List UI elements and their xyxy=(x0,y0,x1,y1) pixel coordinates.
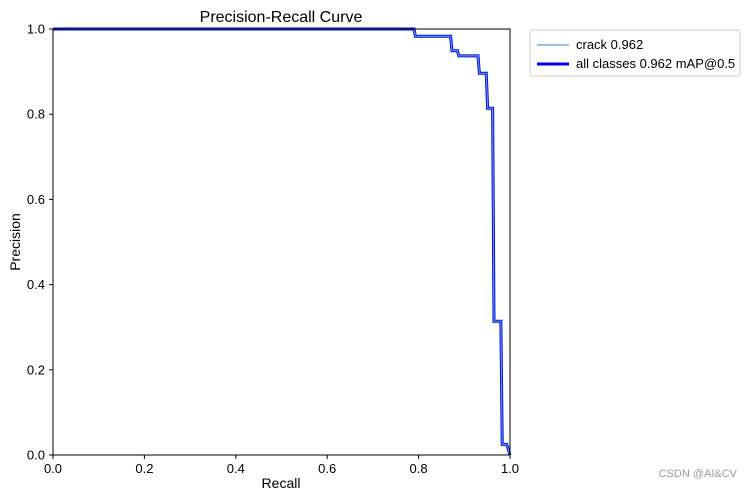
y-tick-label: 0.8 xyxy=(27,107,45,122)
legend-label-crack: crack 0.962 xyxy=(576,37,643,52)
series-line-crack xyxy=(53,28,511,456)
y-tick-label: 0.4 xyxy=(27,277,45,292)
legend: crack 0.962 all classes 0.962 mAP@0.5 xyxy=(529,29,741,77)
y-tick-label: 0.0 xyxy=(27,448,45,463)
x-tick-label: 0.8 xyxy=(410,461,428,476)
legend-label-all-classes: all classes 0.962 mAP@0.5 xyxy=(576,56,735,71)
x-tick-label: 0.0 xyxy=(44,461,62,476)
watermark: CSDN @AI&CV xyxy=(658,468,737,480)
x-axis-label: Recall xyxy=(262,475,301,491)
axes-frame xyxy=(52,28,511,456)
y-tick-label: 0.2 xyxy=(27,362,45,377)
y-axis-ticks: 0.0 0.2 0.4 0.6 0.8 1.0 xyxy=(27,22,53,463)
legend-frame xyxy=(529,29,741,77)
series-line-all-classes xyxy=(53,27,512,456)
x-axis-ticks: 0.0 0.2 0.4 0.6 0.8 1.0 xyxy=(44,455,519,476)
y-axis-label: Precision xyxy=(7,213,23,271)
y-tick-label: 1.0 xyxy=(27,22,45,37)
x-tick-label: 0.4 xyxy=(227,461,245,476)
chart-title: Precision-Recall Curve xyxy=(200,9,363,26)
y-tick-label: 0.6 xyxy=(27,192,45,207)
x-tick-label: 0.2 xyxy=(135,461,153,476)
x-tick-label: 0.6 xyxy=(318,461,336,476)
plot-area xyxy=(52,27,512,456)
x-tick-label: 1.0 xyxy=(501,461,519,476)
